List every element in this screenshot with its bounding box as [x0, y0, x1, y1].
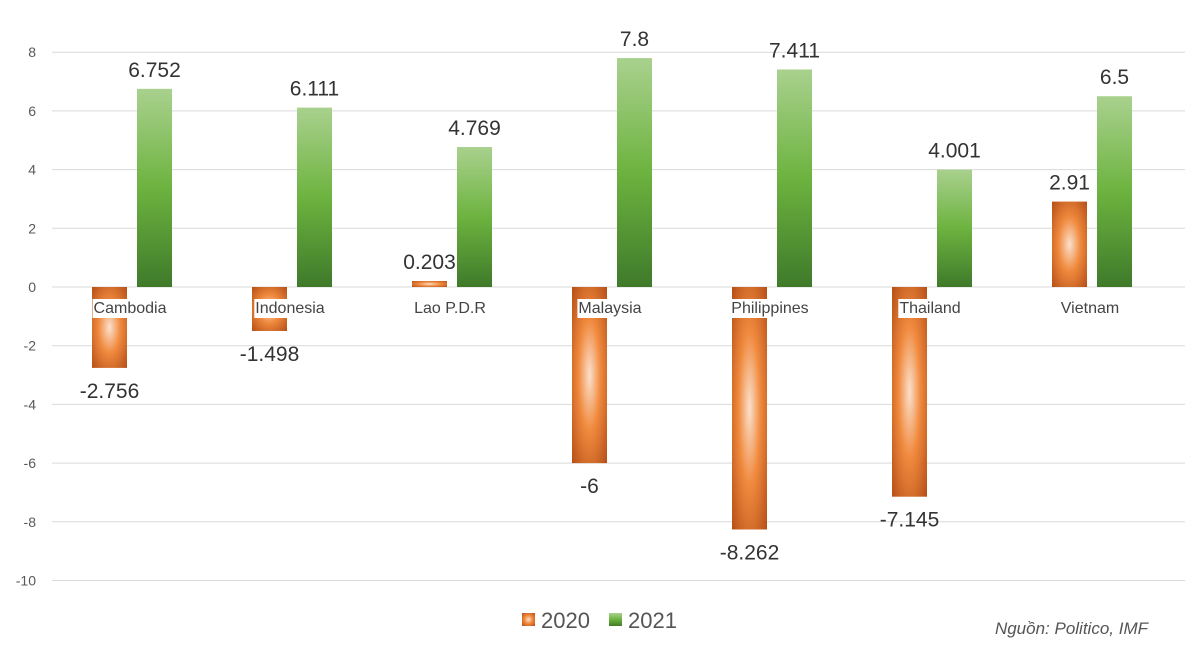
value-label: 7.411	[769, 39, 820, 62]
bars	[92, 58, 1132, 530]
y-axis-ticks: 8 6 4 2 0 -2 -4 -6 -8 -10	[16, 44, 36, 588]
value-label: 2.91	[1049, 172, 1090, 195]
y-tick-label: 2	[28, 220, 36, 236]
category-label-bg	[577, 299, 643, 318]
category-label-bg	[92, 299, 168, 318]
y-tick-label: 0	[28, 279, 36, 295]
category-label-bg	[898, 299, 962, 318]
source-note: Nguồn: Politico, IMF	[995, 619, 1150, 638]
category-label: Malaysia	[578, 300, 641, 317]
value-label: 6.752	[128, 59, 181, 82]
bar-2021-malaysia	[617, 58, 652, 287]
bar-2020-lao-p-d-r	[412, 281, 447, 287]
category-label-bg	[1059, 299, 1121, 318]
value-label: -7.145	[880, 509, 940, 532]
bar-2021-thailand	[937, 169, 972, 287]
value-labels: -2.756 6.752 -1.498 6.111 0.203 4.769 -6 7.8 -8.…	[80, 28, 1129, 564]
y-tick-label: 4	[28, 162, 36, 178]
value-label: 6.111	[290, 78, 339, 101]
value-label: -1.498	[240, 343, 300, 366]
y-tick-label: 6	[28, 103, 36, 119]
category-label: Lao P.D.R	[414, 300, 486, 317]
category-labels: Cambodia Indonesia Lao P.D.R Malaysia Philip…	[92, 299, 1121, 318]
bar-2020-vietnam	[1052, 201, 1087, 287]
category-label: Thailand	[899, 300, 960, 317]
y-tick-label: -6	[24, 455, 37, 471]
bar-2021-philippines	[777, 69, 812, 287]
category-label-bg	[413, 299, 487, 318]
category-label-bg	[730, 299, 810, 318]
bar-2021-vietnam	[1097, 96, 1132, 287]
value-label: -6	[580, 475, 599, 498]
y-tick-label: -8	[24, 514, 37, 530]
value-label: 7.8	[620, 28, 649, 51]
value-label: 4.001	[928, 140, 981, 163]
value-label: 4.769	[448, 117, 501, 140]
y-tick-label: -10	[16, 573, 36, 589]
category-label-bg	[254, 299, 326, 318]
legend-swatch-2020	[522, 613, 535, 626]
y-tick-label: 8	[28, 44, 36, 60]
category-label: Cambodia	[94, 300, 167, 317]
value-label: -8.262	[720, 541, 780, 564]
bar-2021-indonesia	[297, 107, 332, 287]
bar-2021-lao-p-d-r	[457, 147, 492, 287]
legend: 2020 2021	[522, 608, 677, 633]
legend-label-2020: 2020	[541, 608, 590, 633]
value-label: 6.5	[1100, 66, 1129, 89]
bar-2020-philippines	[732, 287, 767, 530]
y-tick-label: -2	[24, 338, 37, 354]
value-label: 0.203	[403, 251, 456, 274]
category-label: Vietnam	[1061, 300, 1119, 317]
bar-2021-cambodia	[137, 88, 172, 287]
category-label: Philippines	[731, 300, 808, 317]
legend-swatch-2021	[609, 613, 622, 626]
legend-label-2021: 2021	[628, 608, 677, 633]
y-tick-label: -4	[24, 396, 37, 412]
bar-2020-thailand	[892, 287, 927, 497]
category-label: Indonesia	[255, 300, 324, 317]
value-label: -2.756	[80, 380, 140, 403]
